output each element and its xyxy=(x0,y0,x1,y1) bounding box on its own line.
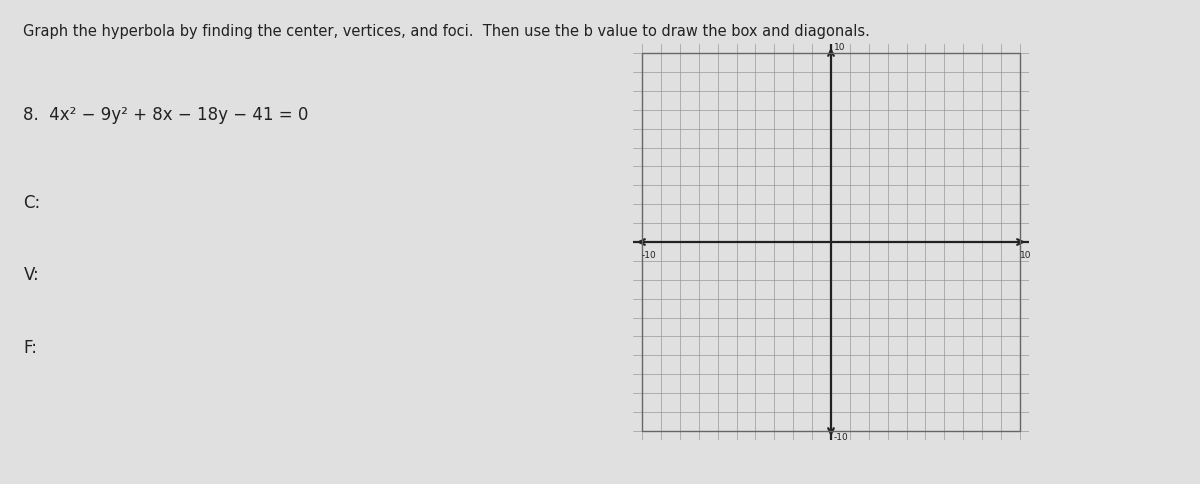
Text: -10: -10 xyxy=(642,252,656,260)
Text: C:: C: xyxy=(24,194,41,212)
Text: V:: V: xyxy=(24,266,40,284)
Text: 10: 10 xyxy=(834,43,845,52)
Text: Graph the hyperbola by finding the center, vertices, and foci.  Then use the b v: Graph the hyperbola by finding the cente… xyxy=(24,24,870,39)
Text: 10: 10 xyxy=(1020,252,1032,260)
Text: 8.  4x² − 9y² + 8x − 18y − 41 = 0: 8. 4x² − 9y² + 8x − 18y − 41 = 0 xyxy=(24,106,308,124)
Text: -10: -10 xyxy=(834,433,848,442)
Text: F:: F: xyxy=(24,339,37,357)
